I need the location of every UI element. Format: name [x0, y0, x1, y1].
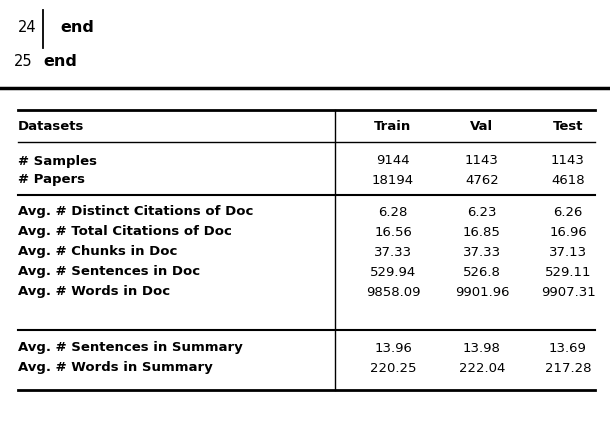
Text: Avg. # Words in Summary: Avg. # Words in Summary [18, 362, 213, 375]
Text: 37.13: 37.13 [549, 245, 587, 258]
Text: 9907.31: 9907.31 [540, 286, 595, 299]
Text: Val: Val [470, 120, 493, 133]
Text: Train: Train [375, 120, 412, 133]
Text: 529.11: 529.11 [545, 266, 591, 279]
Text: 526.8: 526.8 [463, 266, 501, 279]
Text: 9858.09: 9858.09 [366, 286, 420, 299]
Text: 4618: 4618 [551, 174, 585, 187]
Text: 13.96: 13.96 [374, 342, 412, 355]
Text: 25: 25 [14, 54, 32, 70]
Text: 220.25: 220.25 [370, 362, 416, 375]
Text: 1143: 1143 [551, 155, 585, 168]
Text: Test: Test [553, 120, 583, 133]
Text: end: end [43, 54, 77, 70]
Text: 16.85: 16.85 [463, 226, 501, 238]
Text: 222.04: 222.04 [459, 362, 505, 375]
Text: Avg. # Sentences in Summary: Avg. # Sentences in Summary [18, 342, 243, 355]
Text: 16.56: 16.56 [374, 226, 412, 238]
Text: Avg. # Distinct Citations of Doc: Avg. # Distinct Citations of Doc [18, 206, 253, 219]
Text: Avg. # Chunks in Doc: Avg. # Chunks in Doc [18, 245, 178, 258]
Text: 37.33: 37.33 [374, 245, 412, 258]
Text: Avg. # Words in Doc: Avg. # Words in Doc [18, 286, 170, 299]
Text: 4762: 4762 [465, 174, 499, 187]
Text: 9901.96: 9901.96 [454, 286, 509, 299]
Text: end: end [60, 20, 94, 35]
Text: 6.26: 6.26 [553, 206, 583, 219]
Text: Datasets: Datasets [18, 120, 84, 133]
Text: 6.23: 6.23 [467, 206, 497, 219]
Text: 9144: 9144 [376, 155, 410, 168]
Text: 37.33: 37.33 [463, 245, 501, 258]
Text: Avg. # Total Citations of Doc: Avg. # Total Citations of Doc [18, 226, 232, 238]
Text: 24: 24 [18, 20, 37, 35]
Text: 16.96: 16.96 [549, 226, 587, 238]
Text: 1143: 1143 [465, 155, 499, 168]
Text: # Papers: # Papers [18, 174, 85, 187]
Text: 18194: 18194 [372, 174, 414, 187]
Text: # Samples: # Samples [18, 155, 97, 168]
Text: 13.69: 13.69 [549, 342, 587, 355]
Text: 6.28: 6.28 [378, 206, 407, 219]
Text: Avg. # Sentences in Doc: Avg. # Sentences in Doc [18, 266, 200, 279]
Text: 217.28: 217.28 [545, 362, 591, 375]
Text: 13.98: 13.98 [463, 342, 501, 355]
Text: 529.94: 529.94 [370, 266, 416, 279]
